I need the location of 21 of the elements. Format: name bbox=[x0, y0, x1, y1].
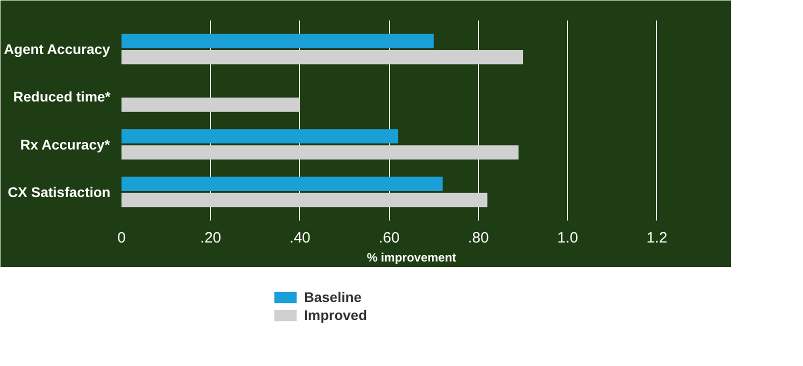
bar bbox=[122, 176, 443, 191]
y-tick-label: CX Satisfaction bbox=[8, 184, 111, 200]
x-tick-label: 1.2 bbox=[646, 230, 668, 246]
bar bbox=[122, 98, 300, 112]
x-tick-label: .20 bbox=[200, 230, 222, 246]
x-tick-label: 0 bbox=[117, 230, 126, 246]
bar bbox=[122, 50, 524, 64]
legend-label: Baseline bbox=[304, 289, 362, 305]
bar bbox=[122, 192, 488, 208]
x-tick-label: .80 bbox=[468, 230, 489, 246]
y-tick-label: Agent Accuracy bbox=[4, 41, 110, 58]
bar bbox=[122, 34, 434, 48]
bar bbox=[122, 129, 398, 144]
bar bbox=[122, 145, 519, 160]
y-tick-label: Reduced time* bbox=[13, 88, 112, 105]
legend-label: Improved bbox=[304, 307, 368, 323]
x-axis-title: % improvement bbox=[366, 250, 456, 264]
x-tick-label: 1.0 bbox=[557, 230, 578, 246]
x-tick-label: .60 bbox=[378, 230, 400, 246]
x-tick-label: .40 bbox=[290, 230, 310, 246]
y-tick-label: Rx Accuracy* bbox=[20, 136, 111, 152]
